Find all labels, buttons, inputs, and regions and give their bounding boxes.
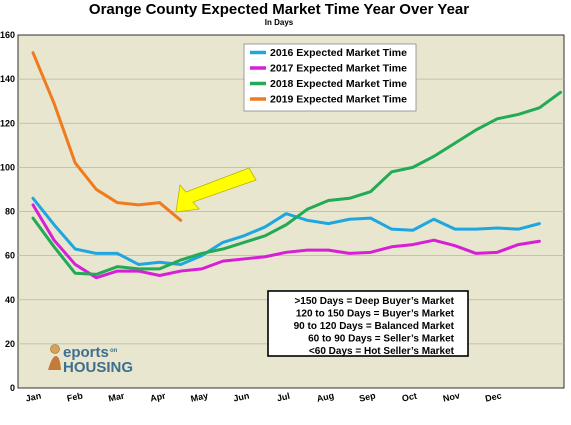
y-axis-ticks: 0 20 40 60 80 100 120 140 160 — [0, 30, 15, 393]
pointer-arrow — [175, 167, 257, 213]
gridlines — [18, 78, 564, 345]
y-tick-label: 60 — [5, 251, 15, 261]
y-tick-label: 80 — [5, 207, 15, 217]
market-key-line: 90 to 120 Days = Balanced Market — [294, 321, 455, 332]
series-line-2 — [31, 90, 562, 276]
market-key-box — [267, 290, 469, 357]
market-key: >150 Days = Deep Buyer’s Market 120 to 15… — [267, 290, 469, 357]
x-tick-label: Jul — [276, 391, 291, 403]
x-tick-label: Feb — [66, 390, 84, 403]
market-key-line: >150 Days = Deep Buyer’s Market — [294, 296, 454, 307]
logo-text-on: on — [110, 348, 118, 354]
market-key-lines: >150 Days = Deep Buyer’s Market 120 to 15… — [294, 296, 455, 357]
y-tick-label: 20 — [5, 339, 15, 349]
x-tick-label: Mar — [108, 390, 126, 403]
x-tick-label: Nov — [442, 390, 461, 403]
x-tick-label: Aug — [316, 390, 335, 403]
legend-box — [243, 43, 417, 112]
chart-title: Orange County Expected Market Time Year … — [89, 1, 469, 18]
legend-label: 2017 Expected Market Time — [270, 63, 407, 75]
x-tick-label: Jun — [233, 391, 251, 404]
x-tick-label: Sep — [358, 390, 377, 403]
chart-subtitle: In Days — [265, 18, 294, 27]
x-tick-label: Dec — [484, 390, 502, 403]
y-tick-label: 120 — [0, 118, 15, 128]
market-key-line: 120 to 150 Days = Buyer’s Market — [296, 309, 455, 320]
x-axis-ticks: Jan Feb Mar Apr May Jun Jul Aug Sep Oct Nov Dec — [25, 390, 503, 403]
y-tick-label: 140 — [0, 74, 15, 84]
series-line-1 — [31, 203, 541, 280]
legend-label: 2018 Expected Market Time — [270, 78, 407, 90]
x-tick-label: May — [190, 390, 209, 403]
x-tick-label: Oct — [401, 391, 418, 404]
x-tick-label: Apr — [149, 390, 167, 403]
market-key-line: <60 Days = Hot Seller’s Market — [309, 346, 455, 357]
series-lines — [31, 51, 562, 280]
reports-on-housing-logo: eports on HOUSING — [48, 344, 133, 376]
series-line-3 — [31, 51, 183, 222]
legend-items: 2016 Expected Market Time 2017 Expected M… — [250, 47, 407, 106]
legend: 2016 Expected Market Time 2017 Expected M… — [243, 43, 417, 112]
logo-text-top: eports — [63, 344, 109, 361]
y-tick-label: 100 — [0, 162, 15, 172]
logo-figure-body-icon — [48, 356, 61, 370]
legend-label: 2019 Expected Market Time — [270, 94, 407, 106]
logo-figure-icon — [50, 344, 60, 354]
logo-text-bottom: HOUSING — [63, 359, 133, 376]
x-tick-label: Jan — [25, 391, 42, 404]
y-tick-label: 40 — [5, 295, 15, 305]
market-key-line: 60 to 90 Days = Seller’s Market — [308, 334, 455, 345]
series-line-0 — [31, 196, 541, 266]
y-tick-label: 160 — [0, 30, 15, 40]
y-tick-label: 0 — [10, 383, 15, 393]
legend-label: 2016 Expected Market Time — [270, 47, 407, 59]
